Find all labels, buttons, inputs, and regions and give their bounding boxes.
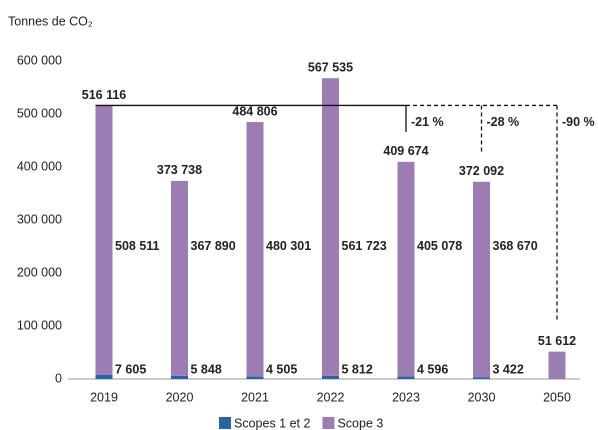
y-axis-label: Tonnes de CO₂ [8,14,93,28]
y-tick-label: 0 [55,371,62,385]
y-tick-label: 300 000 [17,212,62,226]
x-tick-label: 2022 [317,390,345,404]
total-label: 373 738 [157,163,202,177]
y-tick-label: 600 000 [17,53,62,67]
y-tick-label: 400 000 [17,159,62,173]
bar-segment [95,374,113,379]
x-tick-label: 2020 [166,390,194,404]
y-tick-label: 200 000 [17,265,62,279]
value-label: 3 422 [493,362,524,376]
value-label: 480 301 [266,239,311,253]
total-label: 51 612 [538,334,576,348]
x-tick-label: 2023 [392,390,420,404]
value-label: 508 511 [115,239,160,253]
value-label: 5 848 [191,362,222,376]
annotation: -21 % [411,115,444,129]
legend-label: Scopes 1 et 2 [234,416,310,430]
value-label: 561 723 [342,239,387,253]
bar-segment [473,181,490,378]
bar-segment [246,122,264,377]
legend-swatch [322,417,335,429]
bar-segment [322,78,339,376]
bar-segment [397,376,415,379]
value-label: 4 505 [266,362,297,376]
bar-segment [246,376,264,379]
legend-swatch [219,417,231,429]
value-label: 367 890 [191,239,236,253]
total-label: 516 116 [82,88,127,102]
value-label: 7 605 [115,362,146,376]
total-label: 567 535 [308,61,353,75]
annotation: -90 % [562,115,595,129]
total-label: 372 092 [459,164,504,178]
y-tick-label: 100 000 [17,318,62,332]
total-label: 409 674 [383,144,428,158]
annotation: -28 % [487,115,520,129]
value-label: 405 078 [417,239,462,253]
y-tick-label: 500 000 [17,106,62,120]
bar-segment [397,161,415,377]
value-label: 5 812 [342,362,373,376]
total-label: 484 806 [232,104,277,118]
bar-segment [171,180,188,376]
bar-segment [95,105,113,375]
bar-segment [548,351,566,379]
value-label: 4 596 [417,362,448,376]
x-tick-label: 2021 [241,390,269,404]
bar-segment [322,375,339,379]
x-tick-label: 2019 [90,390,118,404]
x-tick-label: 2030 [468,390,496,404]
bar-segment [171,375,188,379]
value-label: 368 670 [493,239,538,253]
bar-segment [473,377,490,379]
legend-label: Scope 3 [337,416,383,430]
x-tick-label: 2050 [543,390,571,404]
